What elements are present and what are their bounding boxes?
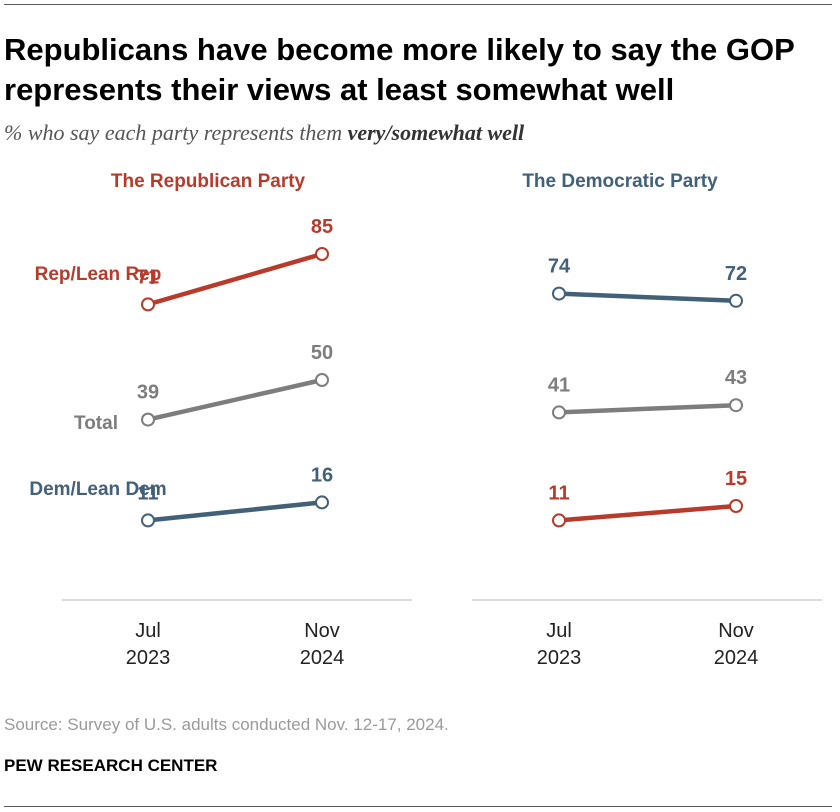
subtitle-emphasis: very/somewhat well: [347, 120, 525, 145]
rep-panel-data-point: [141, 412, 155, 427]
rep-panel-tick-year: 2024: [300, 647, 345, 669]
rep-panel-data-point: [315, 495, 329, 510]
dem-panel-data-label: 11: [548, 482, 569, 504]
rep-panel-data-label: 39: [137, 382, 159, 404]
dem-panel-data-label: 15: [725, 468, 747, 490]
dem-panel-series-line: [556, 402, 739, 415]
rep-panel-data-label: 85: [311, 216, 333, 238]
chart-subtitle: % who say each party represents them ver…: [4, 120, 524, 146]
dem-panel-tick-year: 2024: [714, 647, 759, 669]
rep-panel-data-point: [315, 373, 329, 387]
rep-panel-data-label: 50: [311, 342, 333, 364]
dem-panel-data-label: 41: [548, 374, 570, 396]
dem-panel-data-point: [729, 293, 743, 308]
rep-panel-data-label: 16: [311, 464, 333, 486]
dem-panel-data-label: 74: [548, 256, 571, 278]
dem-panel-title: The Democratic Party: [522, 171, 718, 192]
rep-panel-tick-year: 2023: [126, 647, 171, 669]
bottom-rule: [4, 806, 832, 807]
rep-panel-series-line: [145, 500, 325, 523]
dem-panel-series-line: [556, 291, 739, 304]
dem-panel-data-point: [552, 405, 566, 420]
line-charts: The Republican Party Jul 2023 Nov 2024 71 85 Re…: [29, 171, 822, 669]
organization-name: PEW RESEARCH CENTER: [4, 756, 218, 775]
subtitle-text: % who say each party represents them: [4, 120, 348, 145]
rep-panel-series-name: Rep/Lean Rep: [35, 264, 162, 285]
dem-panel-data-label: 43: [725, 367, 747, 389]
dem-panel-tick-year: 2023: [537, 647, 582, 669]
rep-panel-data-point: [141, 297, 155, 312]
rep-panel-tick-month: Nov: [304, 620, 340, 642]
dem-panel-tick-month: Jul: [546, 620, 572, 642]
rep-panel-data-label: 11: [137, 482, 158, 504]
rep-panel-data-point: [141, 513, 155, 528]
rep-panel-series-line: [145, 251, 325, 307]
chart-title: Republicans have become more likely to s…: [4, 32, 795, 107]
rep-panel-series-name: Total: [74, 413, 118, 434]
top-rule: [4, 4, 832, 5]
rep-panel-data-point: [315, 247, 329, 261]
rep-panel-tick-month: Jul: [135, 620, 161, 642]
dem-panel-tick-month: Nov: [718, 620, 754, 642]
rep-panel-series-name: Dem/Lean Dem: [29, 479, 166, 500]
dem-panel-data-point: [552, 513, 566, 528]
dem-panel-data-label: 72: [725, 263, 747, 285]
source-note: Source: Survey of U.S. adults conducted …: [4, 715, 449, 734]
rep-panel-data-label: 71: [137, 266, 159, 288]
dem-panel-data-point: [729, 398, 743, 413]
rep-panel-series-line: [145, 377, 325, 422]
rep-panel-title: The Republican Party: [111, 171, 306, 192]
dem-panel-data-point: [729, 499, 743, 513]
dem-panel-data-point: [552, 286, 566, 301]
dem-panel-series-line: [556, 503, 739, 523]
